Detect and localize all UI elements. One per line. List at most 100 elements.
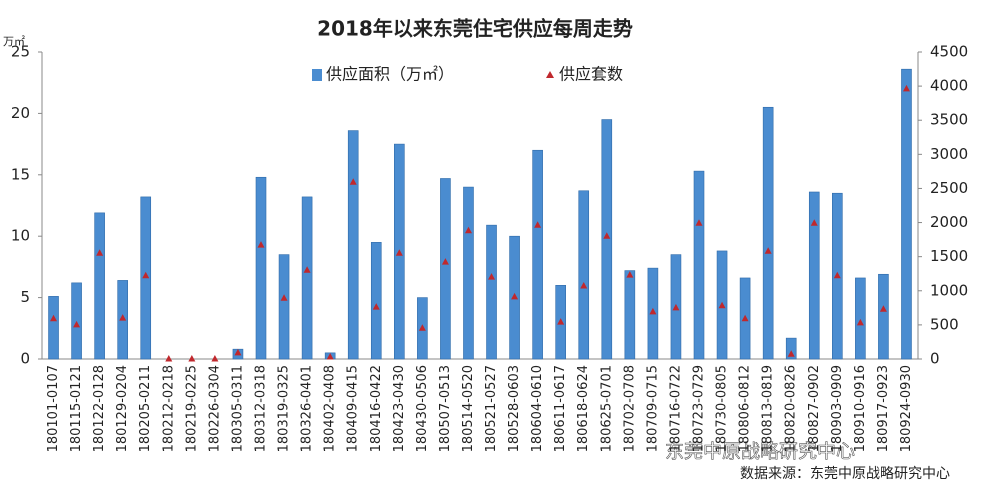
marker xyxy=(372,303,380,310)
x-tick-label: 180827-0902 xyxy=(807,365,822,452)
marker xyxy=(188,355,196,362)
x-tick-label: 180416-0422 xyxy=(369,365,384,452)
bar xyxy=(278,254,290,360)
marker xyxy=(280,294,288,301)
marker xyxy=(534,221,542,228)
marker xyxy=(787,350,795,357)
bar xyxy=(486,224,497,360)
marker xyxy=(165,355,173,362)
bar xyxy=(370,242,382,360)
x-tick-label: 180903-0909 xyxy=(830,365,845,452)
legend-swatch xyxy=(546,71,554,78)
marker xyxy=(557,318,565,325)
bar xyxy=(762,106,774,360)
marker xyxy=(856,318,864,326)
bar xyxy=(463,186,474,360)
marker xyxy=(349,178,357,185)
marker xyxy=(833,271,841,279)
x-tick-label: 180423-0430 xyxy=(392,365,407,452)
x-tick-label: 180129-0204 xyxy=(115,365,130,452)
bar xyxy=(48,296,59,360)
y-tick-label: 5 xyxy=(20,288,30,306)
watermark: 东莞中原战略研究中心 xyxy=(665,441,855,463)
x-tick-label: 180917-0923 xyxy=(876,365,891,452)
y2-tick-label: 500 xyxy=(930,315,959,333)
bar xyxy=(808,191,820,360)
marker xyxy=(441,258,449,265)
marker xyxy=(488,273,496,280)
source-note: 数据来源：东莞中原战略研究中心 xyxy=(740,466,950,482)
x-tick-label: 180122-0128 xyxy=(92,365,107,452)
x-tick-label: 180312-0318 xyxy=(254,365,269,452)
y-tick-label: 15 xyxy=(11,165,30,183)
y2-tick-label: 3000 xyxy=(930,145,968,163)
marker xyxy=(764,247,772,254)
marker xyxy=(626,271,634,278)
marker xyxy=(902,84,910,92)
x-tick-label: 180521-0527 xyxy=(484,365,499,452)
x-tick-label: 180611-0617 xyxy=(553,365,568,452)
bar xyxy=(255,176,267,360)
bar xyxy=(901,68,912,360)
marker xyxy=(119,314,127,321)
x-tick-label: 180115-0121 xyxy=(69,365,84,452)
marker xyxy=(511,292,519,300)
bar xyxy=(693,170,705,360)
x-tick-label: 180409-0415 xyxy=(346,365,361,452)
bar xyxy=(347,130,359,360)
marker xyxy=(234,348,242,356)
marker xyxy=(326,352,334,360)
marker xyxy=(603,232,611,239)
chart-title: 2018年以来东莞住宅供应每周走势 xyxy=(317,17,633,41)
x-tick-label: 180212-0218 xyxy=(161,365,176,452)
y-tick-label: 10 xyxy=(11,227,30,245)
x-tick-label: 180528-0603 xyxy=(507,365,522,452)
bar xyxy=(94,212,105,360)
y2-tick-label: 3500 xyxy=(930,111,968,129)
marker xyxy=(142,271,150,279)
x-tick-label: 180319-0325 xyxy=(277,365,292,452)
marker xyxy=(718,301,726,309)
marker xyxy=(50,314,58,322)
x-tick-label: 180730-0805 xyxy=(715,365,730,452)
x-tick-label: 180205-0211 xyxy=(138,365,153,452)
x-tick-label: 180101-0107 xyxy=(46,365,61,452)
marker xyxy=(649,307,657,315)
y2-tick-label: 4500 xyxy=(930,43,968,61)
x-tick-label: 180723-0729 xyxy=(692,365,707,452)
legend-label: 供应面积（万㎡） xyxy=(326,65,454,84)
bar xyxy=(624,270,636,360)
bar xyxy=(878,273,889,360)
marker xyxy=(695,219,703,226)
x-tick-label: 180219-0225 xyxy=(184,365,199,452)
x-tick-label: 180820-0826 xyxy=(784,365,799,452)
marker xyxy=(879,305,887,312)
y-tick-label: 25 xyxy=(11,43,30,61)
x-tick-label: 180402-0408 xyxy=(323,365,338,452)
marker xyxy=(303,266,311,273)
bar xyxy=(301,196,313,360)
marker xyxy=(257,241,265,248)
y2-tick-label: 1000 xyxy=(930,281,968,299)
bar xyxy=(440,178,451,360)
marker xyxy=(810,219,818,226)
x-tick-label: 180430-0506 xyxy=(415,365,430,452)
y-tick-label: 20 xyxy=(11,104,30,122)
bar xyxy=(532,149,543,360)
x-tick-label: 180226-0304 xyxy=(207,365,222,452)
x-tick-label: 180813-0819 xyxy=(761,365,776,452)
marker xyxy=(96,249,104,256)
x-tick-label: 180625-0701 xyxy=(599,365,614,452)
y-axis-label: 万㎡ xyxy=(3,35,25,48)
x-tick-label: 180709-0715 xyxy=(645,365,660,452)
x-tick-label: 180326-0401 xyxy=(300,365,315,452)
x-tick-label: 180924-0930 xyxy=(899,365,914,452)
x-tick-label: 180305-0311 xyxy=(230,365,245,452)
marker xyxy=(395,249,403,256)
marker xyxy=(73,320,81,328)
legend-swatch xyxy=(312,69,322,81)
marker xyxy=(672,303,680,311)
x-tick-label: 180507-0513 xyxy=(438,365,453,452)
marker xyxy=(464,226,472,234)
